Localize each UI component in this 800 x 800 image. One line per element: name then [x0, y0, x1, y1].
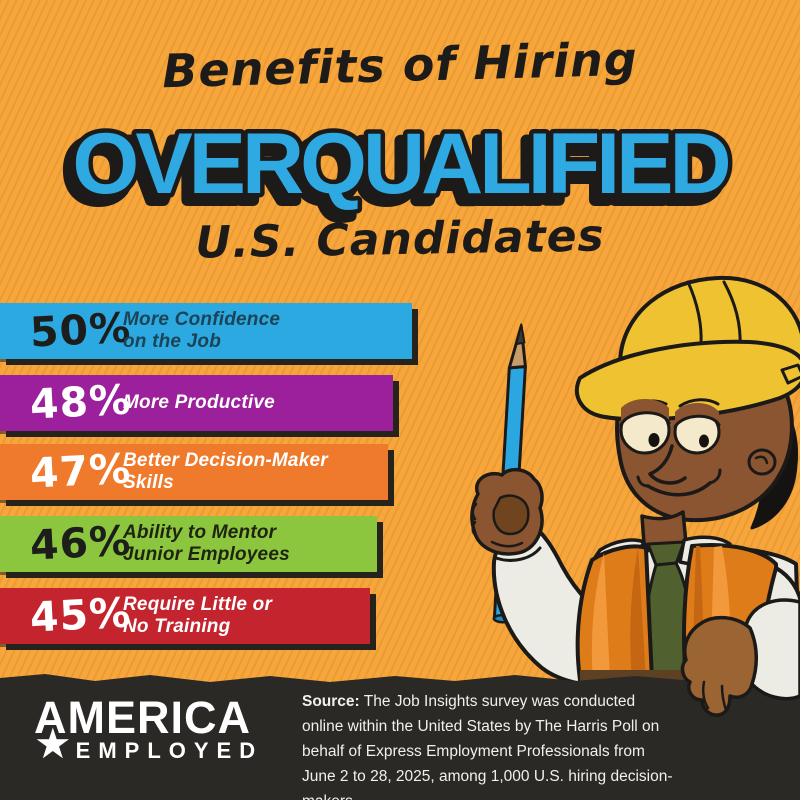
worker-ear: [747, 448, 777, 476]
title-highlight-shadow: OVERQUALIFIED: [65, 123, 721, 219]
logo-line2: EMPLOYED: [75, 738, 264, 763]
america-employed-logo: AMERICA ★ EMPLOYED: [34, 692, 264, 767]
worker-arm-over-footer: [680, 598, 800, 717]
bar-little-training: 45% Require Little or No Training: [0, 588, 370, 644]
worker-eyes: [619, 399, 721, 455]
title-kicker: Benefits of Hiring: [161, 31, 639, 99]
bar-value: 46%: [28, 516, 133, 570]
bar-value: 48%: [28, 375, 133, 429]
source-text: The Job Insights survey was conducted on…: [302, 693, 673, 800]
star-icon: ★: [34, 720, 72, 767]
worker-fist: [470, 467, 544, 556]
logo-line1: AMERICA: [34, 692, 251, 743]
bar-label: Ability to Mentor Junior Employees: [123, 522, 290, 565]
title-highlight-wordart: OVERQUALIFIED OVERQUALIFIED: [59, 112, 737, 226]
bar-mentor: 46% Ability to Mentor Junior Employees: [0, 516, 377, 572]
bar-value: 50%: [28, 303, 133, 357]
hard-hat-icon: [574, 275, 800, 422]
bar-label: Require Little or No Training: [123, 594, 273, 637]
bar-more-productive: 48% More Productive: [0, 375, 393, 431]
bar-label: More Confidence on the Job: [123, 309, 281, 352]
source-label: Source:: [302, 693, 360, 710]
bar-decision-maker: 47% Better Decision-Maker Skills: [0, 444, 388, 500]
bar-label: More Productive: [123, 392, 275, 413]
bar-value: 45%: [28, 588, 133, 642]
bar-value: 47%: [28, 444, 133, 498]
bar-more-confidence: 50% More Confidence on the Job: [0, 303, 412, 359]
bar-label: Better Decision-Maker Skills: [123, 450, 328, 493]
footer-panel: AMERICA ★ EMPLOYED Source: The Job Insig…: [0, 674, 800, 800]
worker-mouth: [646, 481, 712, 497]
worker-hand: [680, 615, 758, 717]
worker-nose: [648, 444, 687, 485]
source-note: Source: The Job Insights survey was cond…: [302, 689, 678, 800]
title-highlight: OVERQUALIFIED: [72, 116, 728, 212]
